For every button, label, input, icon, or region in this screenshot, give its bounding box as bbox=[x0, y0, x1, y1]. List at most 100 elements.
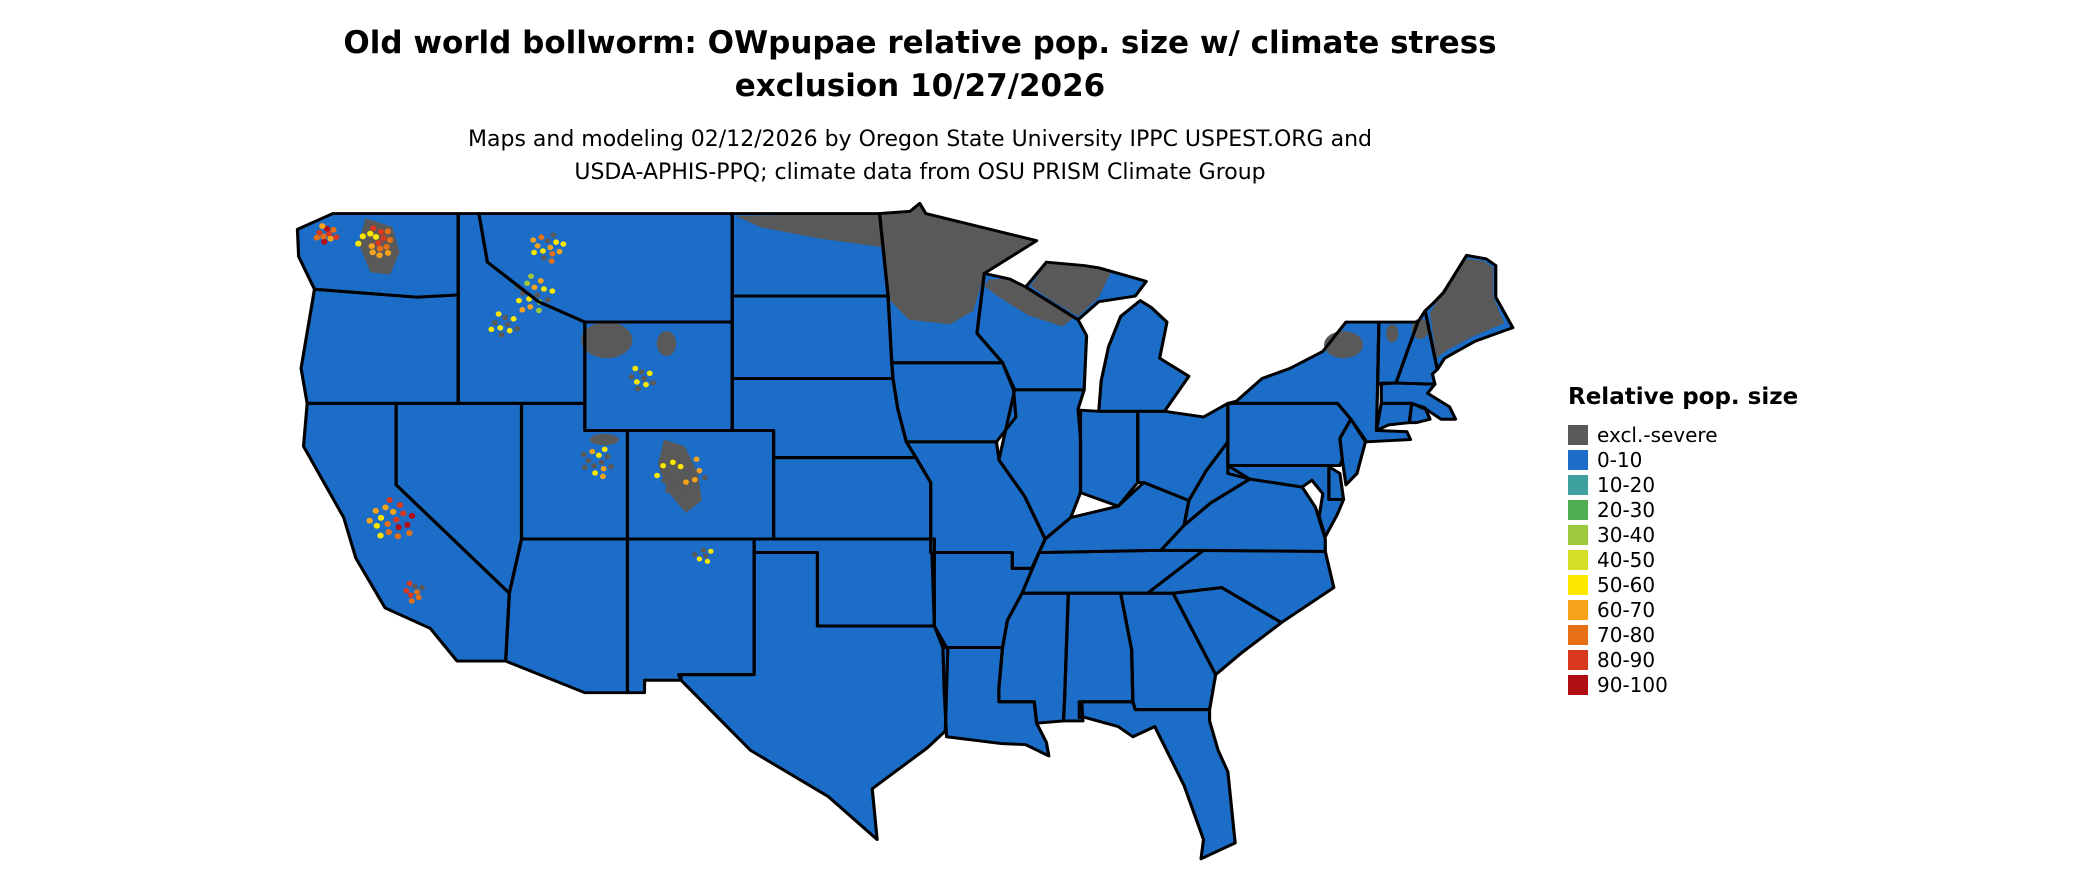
speckle-north-cascades-wa bbox=[369, 249, 376, 256]
speckle-sierra-nevada-ca bbox=[404, 521, 411, 528]
map-title-line2: exclusion 10/27/2026 bbox=[734, 68, 1106, 105]
speckle-central-idaho bbox=[514, 325, 521, 332]
legend-swatch bbox=[1568, 574, 1588, 595]
speckle-bitterroot-id-mt bbox=[536, 307, 542, 314]
legend-label: 90-100 bbox=[1597, 672, 1668, 697]
exclusion-uinta-utah bbox=[589, 433, 619, 446]
speckle-colorado-rockies bbox=[661, 454, 667, 460]
header: Old world bollworm: OWpupae relative pop… bbox=[0, 22, 1840, 189]
map-subtitle-line2: USDA-APHIS-PPQ; climate data from OSU PR… bbox=[574, 159, 1266, 185]
state-ok-fill bbox=[754, 539, 935, 627]
legend-label: 20-30 bbox=[1597, 497, 1656, 522]
speckle-central-idaho bbox=[497, 325, 504, 331]
speckle-bitterroot-id-mt bbox=[541, 286, 547, 292]
legend-swatch bbox=[1568, 524, 1588, 545]
state-ms-fill bbox=[998, 593, 1069, 724]
legend-item: 20-30 bbox=[1568, 497, 1798, 522]
state-wi-fill bbox=[976, 273, 1087, 390]
speckle-sierra-nevada-ca bbox=[384, 521, 391, 527]
speckle-wind-river-wy bbox=[650, 380, 656, 386]
speckle-olympic-mtns-wa bbox=[321, 238, 328, 245]
legend-item: 70-80 bbox=[1568, 622, 1798, 647]
speckle-socal-transverse-ranges bbox=[408, 598, 415, 604]
speckle-wind-river-wy bbox=[643, 381, 649, 388]
exclusion-yellowstone-absaroka-wy bbox=[581, 322, 633, 359]
speckle-bitterroot-id-mt bbox=[527, 304, 534, 310]
speckle-colorado-rockies bbox=[673, 484, 680, 490]
speckle-colorado-rockies bbox=[684, 457, 691, 463]
speckle-central-idaho bbox=[491, 320, 498, 326]
speckle-olympic-mtns-wa bbox=[316, 229, 323, 236]
legend-label: 10-20 bbox=[1597, 472, 1656, 497]
speckle-bitterroot-id-mt bbox=[537, 278, 544, 284]
speckle-olympic-mtns-wa bbox=[332, 234, 340, 241]
speckle-wasatch-uinta-ut bbox=[580, 451, 587, 458]
speckle-glacier-nw-montana bbox=[540, 248, 546, 254]
speckle-north-cascades-wa bbox=[376, 252, 383, 259]
speckle-colorado-rockies bbox=[677, 463, 684, 470]
legend-swatch bbox=[1568, 624, 1588, 645]
legend-item: 30-40 bbox=[1568, 522, 1798, 547]
exclusion-upper-peninsula-michigan bbox=[1030, 262, 1111, 317]
map-subtitle: Maps and modeling 02/12/2026 by Oregon S… bbox=[0, 123, 1840, 189]
state-sd-fill bbox=[732, 296, 893, 379]
speckle-north-cascades-wa bbox=[386, 237, 394, 243]
speckle-wind-river-wy bbox=[628, 374, 635, 380]
speckle-north-cascades-wa bbox=[375, 240, 382, 246]
us-map bbox=[295, 201, 1515, 861]
speckle-sierra-nevada-ca bbox=[385, 529, 392, 536]
legend-title: Relative pop. size bbox=[1568, 384, 1799, 410]
state-tn-fill bbox=[1022, 550, 1204, 594]
state-nv-fill bbox=[396, 403, 522, 594]
state-ma-fill bbox=[1381, 383, 1456, 420]
speckle-olympic-mtns-wa bbox=[327, 235, 334, 242]
state-mi_up-border bbox=[1024, 260, 1148, 322]
speckle-socal-transverse-ranges bbox=[403, 588, 410, 594]
speckle-sierra-nevada-ca bbox=[395, 524, 402, 531]
state-tx-border bbox=[677, 551, 950, 842]
speckle-wasatch-uinta-ut bbox=[598, 459, 605, 465]
speckle-sierra-nevada-ca bbox=[406, 530, 413, 536]
speckle-sierra-nevada-ca bbox=[394, 533, 402, 540]
speckle-wasatch-uinta-ut bbox=[608, 463, 615, 470]
state-nm-fill bbox=[627, 539, 755, 693]
exclusion-bighorn-wy bbox=[656, 331, 677, 356]
speckle-sangre-de-cristo-nm bbox=[704, 558, 711, 564]
speckle-olympic-mtns-wa bbox=[313, 234, 320, 241]
state-ny-fill bbox=[1227, 322, 1411, 442]
speckle-glacier-nw-montana bbox=[538, 234, 545, 240]
speckle-sierra-nevada-ca bbox=[377, 514, 385, 521]
speckle-colorado-rockies bbox=[661, 477, 668, 484]
speckle-colorado-rockies bbox=[682, 488, 689, 494]
legend-swatch bbox=[1568, 599, 1588, 620]
speckle-wasatch-uinta-ut bbox=[595, 452, 602, 458]
speckle-bitterroot-id-mt bbox=[544, 297, 551, 303]
speckle-sangre-de-cristo-nm bbox=[703, 553, 709, 559]
speckle-wasatch-uinta-ut bbox=[589, 448, 596, 455]
speckle-central-idaho bbox=[488, 326, 495, 333]
state-mt-fill bbox=[478, 213, 733, 323]
speckle-sierra-nevada-ca bbox=[408, 512, 416, 519]
legend-swatch bbox=[1568, 549, 1588, 570]
speckle-colorado-rockies bbox=[680, 471, 687, 478]
legend-item: 90-100 bbox=[1568, 672, 1798, 697]
speckle-colorado-rockies bbox=[691, 476, 698, 483]
state-nj-fill bbox=[1339, 419, 1366, 485]
legend-swatch bbox=[1568, 424, 1588, 445]
state-fl-fill bbox=[1079, 701, 1236, 859]
speckle-colorado-rockies bbox=[675, 494, 682, 500]
speckle-sierra-nevada-ca bbox=[372, 507, 379, 514]
state-nc-fill bbox=[1147, 550, 1334, 623]
state-sc-fill bbox=[1173, 587, 1282, 675]
speckle-north-cascades-wa bbox=[380, 235, 387, 242]
speckle-central-idaho bbox=[495, 311, 502, 317]
speckle-north-cascades-wa bbox=[363, 238, 371, 245]
speckle-north-cascades-wa bbox=[367, 230, 374, 237]
speckle-glacier-nw-montana bbox=[534, 243, 541, 249]
exclusion-northern-minnesota bbox=[879, 203, 1037, 325]
state-nj-border bbox=[1338, 417, 1368, 487]
legend-item: 0-10 bbox=[1568, 447, 1798, 472]
speckle-bitterroot-id-mt bbox=[534, 292, 541, 298]
state-sc-border bbox=[1171, 586, 1284, 677]
